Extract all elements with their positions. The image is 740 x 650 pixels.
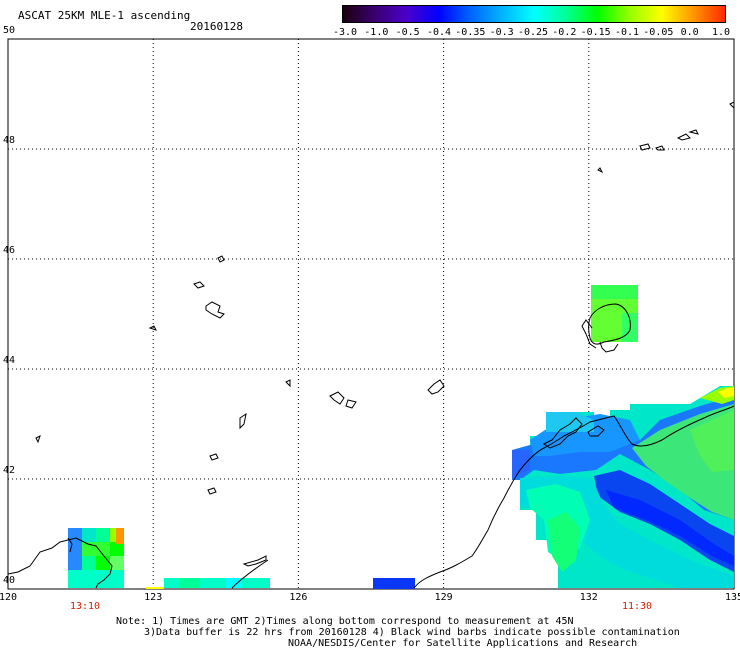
swath-bottom-strip bbox=[146, 578, 270, 589]
map-title: ASCAT 25KM MLE-1 ascending bbox=[18, 9, 191, 22]
swath-bottom-left bbox=[68, 528, 124, 588]
color-scale-label: -0.5 bbox=[395, 27, 420, 38]
coastlines bbox=[7, 101, 735, 589]
time-label-left: 13:10 bbox=[69, 601, 101, 612]
note-line-2: 3)Data buffer is 22 hrs from 20160128 4)… bbox=[144, 627, 680, 638]
color-scale-bar bbox=[342, 5, 726, 23]
longitude-label: 129 bbox=[434, 592, 453, 603]
longitude-label: 132 bbox=[579, 592, 598, 603]
longitude-label: 135 bbox=[724, 592, 740, 603]
map-date: 20160128 bbox=[190, 20, 243, 33]
note-line-3: NOAA/NESDIS/Center for Satellite Applica… bbox=[288, 638, 638, 649]
color-scale-label: -0.2 bbox=[552, 27, 577, 38]
color-scale-label: 0.0 bbox=[680, 27, 699, 38]
color-scale-label: -0.1 bbox=[614, 27, 640, 38]
color-scale-label: -0.25 bbox=[517, 27, 549, 38]
latitude-label: 48 bbox=[3, 135, 16, 146]
longitude-label: 120 bbox=[0, 592, 18, 603]
latitude-label: 42 bbox=[3, 465, 16, 476]
color-scale-label: -0.35 bbox=[455, 27, 486, 38]
color-scale-label: 1.0 bbox=[711, 27, 731, 38]
color-scale-label: -3.0 bbox=[332, 27, 358, 38]
latitude-label: 44 bbox=[3, 355, 16, 366]
longitude-label: 126 bbox=[289, 592, 308, 603]
time-label-right: 11:30 bbox=[621, 601, 653, 612]
latitude-label: 46 bbox=[3, 245, 16, 256]
color-scale-gradient bbox=[343, 6, 725, 22]
latitude-label: 40 bbox=[3, 575, 16, 586]
note-line-1: Note: 1) Times are GMT 2)Times along bot… bbox=[116, 616, 574, 627]
color-scale-label: -0.15 bbox=[580, 27, 611, 38]
longitude-label: 123 bbox=[144, 592, 163, 603]
color-scale-label: -1.0 bbox=[364, 27, 389, 38]
swath-lake bbox=[591, 285, 638, 342]
swath-blue-patch bbox=[373, 578, 415, 589]
latitude-label: 50 bbox=[3, 25, 16, 36]
color-scale-label: -0.3 bbox=[489, 27, 514, 38]
color-scale-label: -0.4 bbox=[426, 27, 452, 38]
color-scale-label: -0.05 bbox=[643, 27, 674, 38]
